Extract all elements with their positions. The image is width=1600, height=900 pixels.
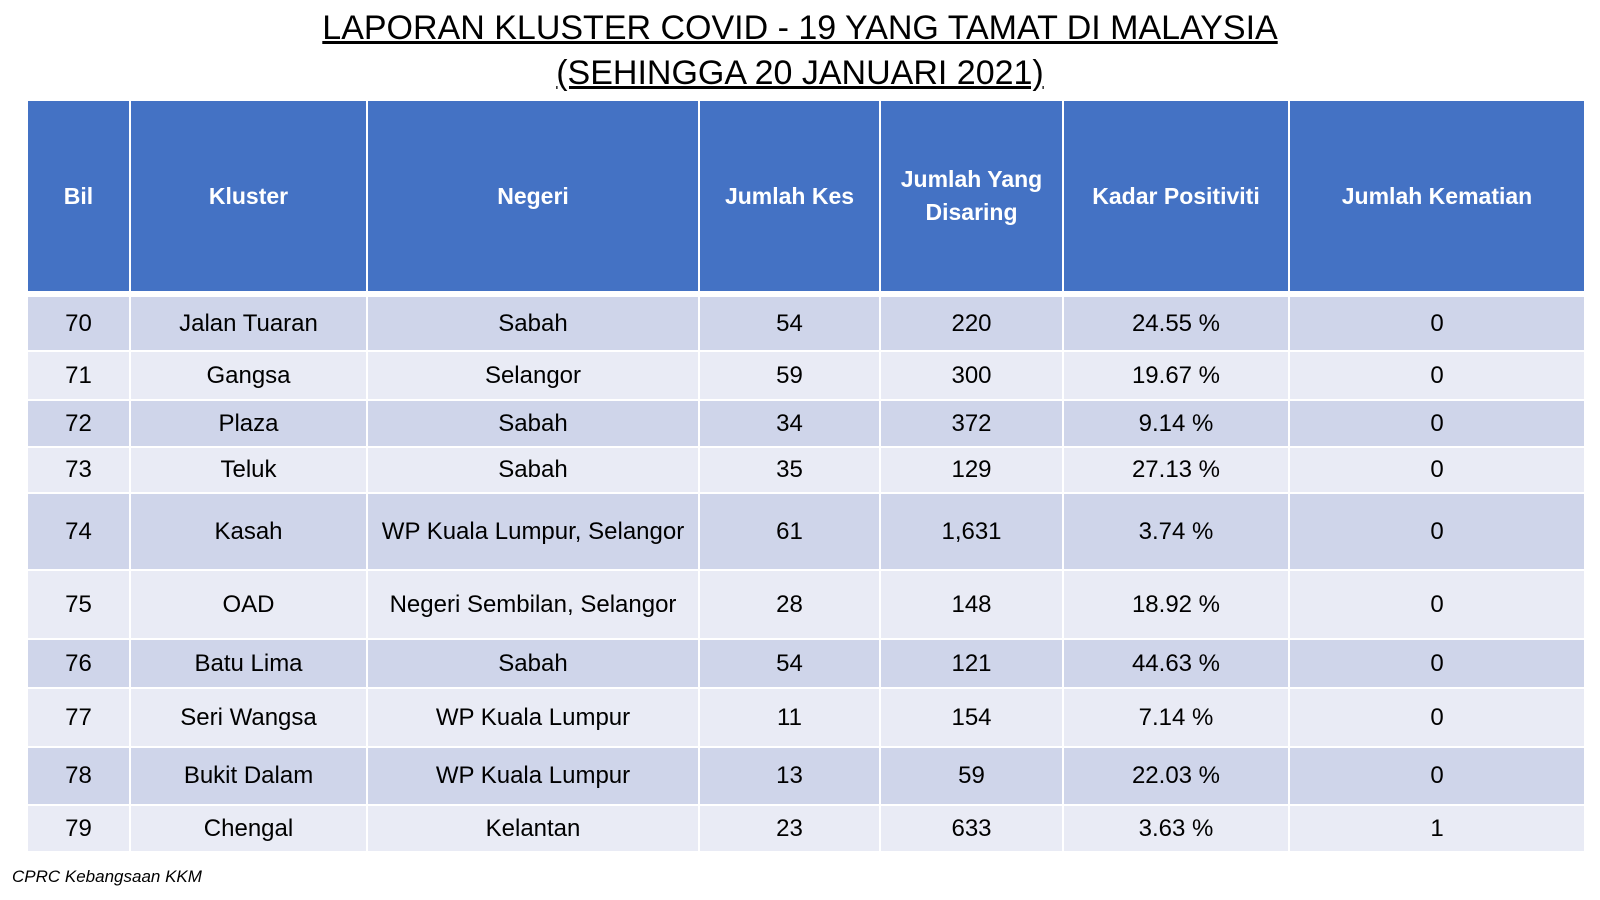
cell-jumlah-kematian: 0 [1288, 569, 1586, 640]
cell-kadar-positiviti: 27.13 % [1062, 446, 1290, 494]
column-header-kadar-positiviti: Kadar Positiviti [1062, 99, 1290, 297]
cell-kluster: Plaza [129, 399, 368, 448]
cell-negeri: Sabah [366, 446, 700, 494]
cell-kluster: Jalan Tuaran [129, 293, 368, 352]
cluster-table: Bil Kluster Negeri Jumlah Kes Jumlah Yan… [26, 99, 1586, 853]
table-row: 71 Gangsa Selangor 59 300 19.67 % 0 [26, 350, 1586, 401]
cell-jumlah-kes: 59 [698, 350, 881, 401]
cell-jumlah-kes: 23 [698, 804, 881, 853]
cell-kadar-positiviti: 3.63 % [1062, 804, 1290, 853]
cell-jumlah-kematian: 0 [1288, 638, 1586, 689]
cell-jumlah-disaring: 1,631 [879, 492, 1064, 571]
cell-jumlah-disaring: 121 [879, 638, 1064, 689]
cell-kluster: Batu Lima [129, 638, 368, 689]
cell-negeri: WP Kuala Lumpur, Selangor [366, 492, 700, 571]
table-row: 72 Plaza Sabah 34 372 9.14 % 0 [26, 399, 1586, 448]
cell-jumlah-kes: 61 [698, 492, 881, 571]
column-header-kluster: Kluster [129, 99, 368, 297]
cell-jumlah-kematian: 0 [1288, 293, 1586, 352]
cell-jumlah-disaring: 59 [879, 746, 1064, 806]
cell-bil: 71 [26, 350, 131, 401]
cell-negeri: Selangor [366, 350, 700, 401]
table-header-row: Bil Kluster Negeri Jumlah Kes Jumlah Yan… [26, 99, 1586, 297]
cell-jumlah-kes: 35 [698, 446, 881, 494]
column-header-jumlah-disaring: Jumlah Yang Disaring [879, 99, 1064, 297]
table-row: 77 Seri Wangsa WP Kuala Lumpur 11 154 7.14 % 0 [26, 687, 1586, 748]
cell-jumlah-disaring: 300 [879, 350, 1064, 401]
cell-kluster: Bukit Dalam [129, 746, 368, 806]
table-row: 74 Kasah WP Kuala Lumpur, Selangor 61 1,631 3… [26, 492, 1586, 571]
cell-kadar-positiviti: 7.14 % [1062, 687, 1290, 748]
cell-negeri: WP Kuala Lumpur [366, 746, 700, 806]
cell-jumlah-kematian: 1 [1288, 804, 1586, 853]
cell-jumlah-disaring: 129 [879, 446, 1064, 494]
cell-kluster: OAD [129, 569, 368, 640]
cell-kadar-positiviti: 44.63 % [1062, 638, 1290, 689]
cell-kluster: Chengal [129, 804, 368, 853]
cell-jumlah-disaring: 372 [879, 399, 1064, 448]
cell-jumlah-kematian: 0 [1288, 746, 1586, 806]
cell-jumlah-kematian: 0 [1288, 350, 1586, 401]
table-row: 75 OAD Negeri Sembilan, Selangor 28 148 18.92… [26, 569, 1586, 640]
table-row: 76 Batu Lima Sabah 54 121 44.63 % 0 [26, 638, 1586, 689]
cell-bil: 75 [26, 569, 131, 640]
column-header-jumlah-kes: Jumlah Kes [698, 99, 881, 297]
source-footer: CPRC Kebangsaan KKM [12, 867, 202, 886]
cell-bil: 77 [26, 687, 131, 748]
cell-jumlah-disaring: 154 [879, 687, 1064, 748]
column-header-negeri: Negeri [366, 99, 700, 297]
cell-kadar-positiviti: 9.14 % [1062, 399, 1290, 448]
cell-jumlah-kematian: 0 [1288, 399, 1586, 448]
cell-bil: 78 [26, 746, 131, 806]
cell-bil: 74 [26, 492, 131, 571]
cell-jumlah-disaring: 220 [879, 293, 1064, 352]
cell-kluster: Seri Wangsa [129, 687, 368, 748]
cell-bil: 70 [26, 293, 131, 352]
table-row: 70 Jalan Tuaran Sabah 54 220 24.55 % 0 [26, 293, 1586, 352]
table-row: 78 Bukit Dalam WP Kuala Lumpur 13 59 22.03 % 0 [26, 746, 1586, 806]
cell-jumlah-disaring: 633 [879, 804, 1064, 853]
column-header-bil: Bil [26, 99, 131, 297]
cell-bil: 72 [26, 399, 131, 448]
cell-kadar-positiviti: 24.55 % [1062, 293, 1290, 352]
cell-jumlah-kes: 13 [698, 746, 881, 806]
cell-negeri: Sabah [366, 293, 700, 352]
cell-jumlah-kes: 28 [698, 569, 881, 640]
report-subtitle: (SEHINGGA 20 JANUARI 2021) [556, 54, 1044, 92]
table-row: 73 Teluk Sabah 35 129 27.13 % 0 [26, 446, 1586, 494]
cell-bil: 79 [26, 804, 131, 853]
report-title: LAPORAN KLUSTER COVID - 19 YANG TAMAT DI… [322, 9, 1278, 47]
table-row: 79 Chengal Kelantan 23 633 3.63 % 1 [26, 804, 1586, 853]
column-header-jumlah-kematian: Jumlah Kematian [1288, 99, 1586, 297]
cell-kadar-positiviti: 18.92 % [1062, 569, 1290, 640]
cell-kluster: Gangsa [129, 350, 368, 401]
cell-negeri: Sabah [366, 399, 700, 448]
cell-kadar-positiviti: 22.03 % [1062, 746, 1290, 806]
cell-kluster: Kasah [129, 492, 368, 571]
cell-negeri: WP Kuala Lumpur [366, 687, 700, 748]
cell-jumlah-kes: 11 [698, 687, 881, 748]
cell-kadar-positiviti: 19.67 % [1062, 350, 1290, 401]
cell-jumlah-kes: 34 [698, 399, 881, 448]
cell-bil: 76 [26, 638, 131, 689]
cell-jumlah-kematian: 0 [1288, 687, 1586, 748]
cell-jumlah-kes: 54 [698, 293, 881, 352]
cell-kadar-positiviti: 3.74 % [1062, 492, 1290, 571]
cell-jumlah-kes: 54 [698, 638, 881, 689]
cell-negeri: Negeri Sembilan, Selangor [366, 569, 700, 640]
cell-negeri: Sabah [366, 638, 700, 689]
cell-negeri: Kelantan [366, 804, 700, 853]
cell-jumlah-kematian: 0 [1288, 492, 1586, 571]
cell-jumlah-disaring: 148 [879, 569, 1064, 640]
cell-kluster: Teluk [129, 446, 368, 494]
cell-jumlah-kematian: 0 [1288, 446, 1586, 494]
cell-bil: 73 [26, 446, 131, 494]
